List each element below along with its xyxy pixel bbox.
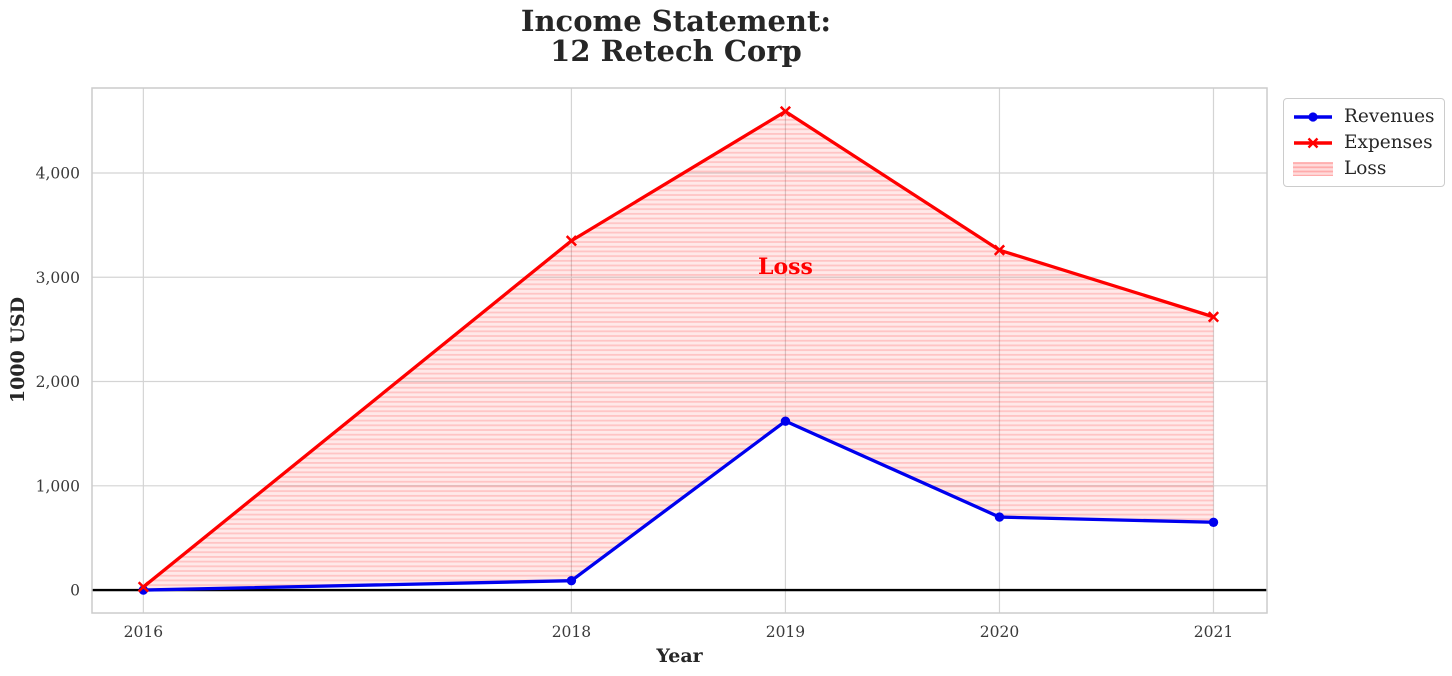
svg-text:1,000: 1,000 (36, 477, 80, 495)
svg-text:4,000: 4,000 (36, 164, 80, 182)
y-axis-label: 1000 USD (7, 296, 29, 404)
svg-text:2019: 2019 (766, 623, 805, 641)
loss-patch-swatch-icon (1293, 161, 1333, 176)
revenues-line-swatch-icon (1294, 111, 1332, 122)
svg-text:3,000: 3,000 (36, 269, 80, 287)
legend-label-revenues: Revenues (1344, 106, 1435, 127)
legend-label-expenses: Expenses (1344, 132, 1433, 153)
loss-annotation: Loss (757, 253, 813, 280)
svg-text:0: 0 (70, 582, 80, 600)
expenses-line-swatch-icon (1294, 137, 1332, 148)
legend-item-revenues: Revenues (1292, 106, 1435, 127)
legend-label-loss: Loss (1344, 158, 1387, 179)
svg-text:2021: 2021 (1194, 623, 1233, 641)
legend-item-loss: Loss (1292, 158, 1435, 179)
chart-title-line2: 12 Retech Corp (550, 34, 802, 68)
svg-text:2,000: 2,000 (36, 373, 80, 391)
legend-item-expenses: Expenses (1292, 132, 1435, 153)
svg-text:2016: 2016 (124, 623, 163, 641)
svg-text:2018: 2018 (552, 623, 591, 641)
chart-title-line1: Income Statement: (520, 4, 832, 38)
x-axis-label: Year (656, 645, 703, 667)
chart-title: Income Statement: 12 Retech Corp (0, 6, 1352, 66)
legend: Revenues Expenses Loss (1283, 98, 1445, 187)
svg-text:2020: 2020 (980, 623, 1019, 641)
